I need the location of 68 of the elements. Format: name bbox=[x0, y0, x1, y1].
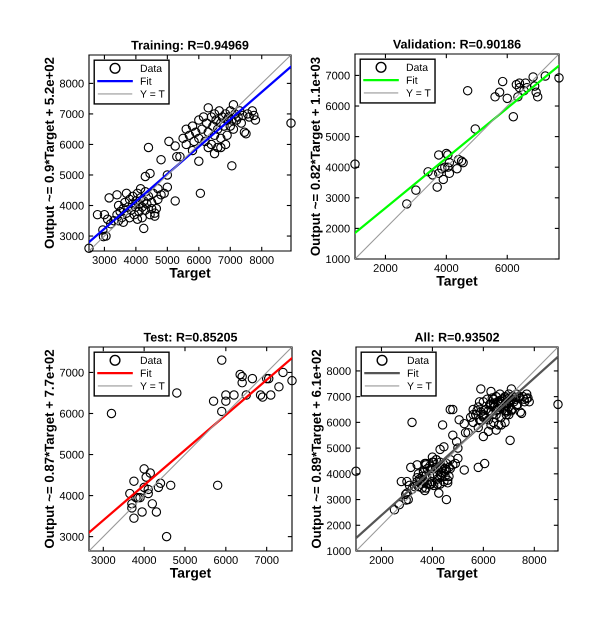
x-tick-label: 8000 bbox=[522, 556, 546, 564]
legend-label: Data bbox=[140, 64, 162, 72]
y-tick-label: 3000 bbox=[60, 232, 84, 240]
x-tick-label: 6000 bbox=[214, 556, 238, 564]
x-tick-label: 4000 bbox=[420, 556, 444, 564]
x-axis-title: Target bbox=[436, 276, 478, 289]
y-tick-label: 2000 bbox=[326, 224, 350, 233]
legend-label: Data bbox=[406, 64, 428, 72]
y-tick-label: 7000 bbox=[60, 110, 84, 118]
y-tick-label: 7000 bbox=[60, 368, 84, 377]
legend-label: Fit bbox=[406, 76, 418, 84]
y-tick-label: 4000 bbox=[60, 202, 84, 210]
legend-label: Fit bbox=[140, 77, 152, 85]
y-tick-label: 3000 bbox=[60, 532, 84, 541]
y-tick-label: 1000 bbox=[326, 255, 350, 264]
x-axis-title: Target bbox=[169, 268, 211, 281]
x-tick-label: 3000 bbox=[92, 256, 116, 264]
x-tick-label: 6000 bbox=[187, 256, 211, 264]
chart-title: All: R=0.93502 bbox=[414, 332, 500, 342]
legend-label: Y = T bbox=[406, 89, 431, 97]
y-tick-label: 1000 bbox=[327, 547, 351, 556]
y-axis-title: Output ~= 0.82*Target + 1.1e+03 bbox=[310, 57, 323, 256]
chart-title: Test: R=0.85205 bbox=[144, 332, 238, 342]
x-tick-label: 7000 bbox=[218, 256, 242, 264]
y-tick-label: 4000 bbox=[326, 163, 350, 172]
y-tick-label: 6000 bbox=[326, 418, 351, 427]
y-tick-label: 3000 bbox=[326, 194, 350, 202]
y-axis-title: Output ~= 0.87*Target + 7.7e+02 bbox=[44, 350, 57, 548]
x-tick-label: 4000 bbox=[132, 556, 156, 564]
x-tick-label: 5000 bbox=[173, 556, 197, 564]
y-tick-label: 3000 bbox=[326, 496, 351, 504]
y-tick-label: 7000 bbox=[326, 392, 351, 401]
legend-label: Fit bbox=[140, 369, 152, 377]
x-tick-label: 7000 bbox=[254, 556, 279, 564]
y-tick-label: 6000 bbox=[60, 410, 84, 418]
x-axis-title: Target bbox=[170, 568, 212, 581]
x-tick-label: 3000 bbox=[91, 556, 116, 564]
chart-title: Validation: R=0.90186 bbox=[392, 39, 521, 49]
y-tick-label: 2000 bbox=[326, 522, 351, 530]
y-tick-label: 8000 bbox=[60, 80, 84, 88]
x-tick-label: 6000 bbox=[472, 556, 496, 564]
legend-label: Y = T bbox=[407, 382, 432, 390]
x-tick-label: 6000 bbox=[495, 264, 520, 272]
chart-title: Training: R=0.94969 bbox=[131, 40, 248, 52]
y-axis-title: Output ~= 0.89*Target + 6.1e+02 bbox=[312, 350, 324, 548]
legend-label: Data bbox=[408, 356, 430, 364]
y-tick-label: 6000 bbox=[326, 102, 350, 110]
x-tick-label: 2000 bbox=[370, 556, 394, 564]
x-tick-label: 2000 bbox=[374, 264, 398, 272]
y-tick-label: 4000 bbox=[60, 492, 84, 500]
x-tick-label: 4000 bbox=[434, 264, 458, 272]
legend-label: Y = T bbox=[140, 382, 165, 390]
y-tick-label: 6000 bbox=[60, 140, 84, 149]
y-tick-label: 5000 bbox=[326, 444, 351, 452]
x-tick-label: 8000 bbox=[250, 256, 274, 264]
x-tick-label: 4000 bbox=[124, 256, 148, 264]
y-tick-label: 5000 bbox=[60, 450, 84, 459]
legend-label: Data bbox=[140, 356, 162, 364]
x-axis-title: Target bbox=[436, 568, 478, 581]
y-tick-label: 7000 bbox=[326, 72, 350, 80]
legend-label: Fit bbox=[408, 369, 419, 377]
y-axis-title: Output ~= 0.9*Target + 5.2e+02 bbox=[44, 58, 57, 248]
y-tick-label: 5000 bbox=[326, 132, 350, 141]
y-tick-label: 5000 bbox=[60, 171, 84, 180]
legend-label: Y = T bbox=[140, 90, 165, 98]
y-tick-label: 4000 bbox=[326, 470, 351, 478]
y-tick-label: 8000 bbox=[326, 367, 351, 376]
x-tick-label: 5000 bbox=[155, 256, 180, 264]
